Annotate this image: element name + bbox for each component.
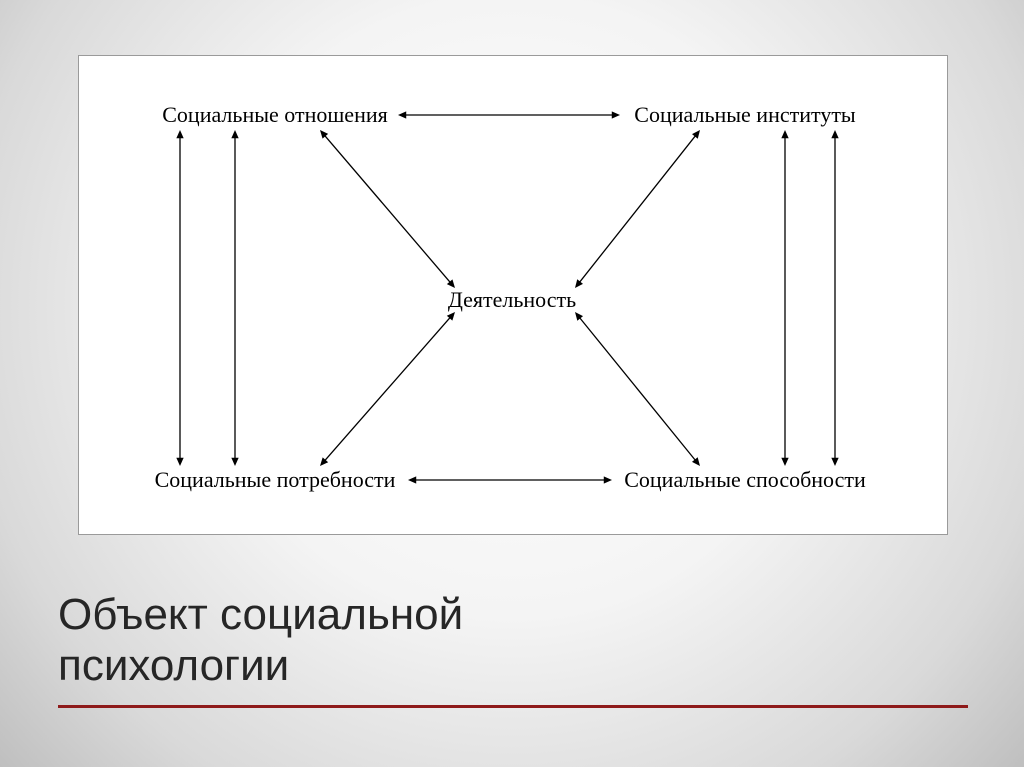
node-need: Социальные потребности <box>155 467 396 493</box>
slide-title: Объект социальной психологии <box>58 590 618 691</box>
node-rel: Социальные отношения <box>162 102 387 128</box>
node-act: Деятельность <box>448 287 576 313</box>
slide: Социальные отношения Социальные институты… <box>0 0 1024 767</box>
node-inst: Социальные институты <box>634 102 855 128</box>
node-abil: Социальные способности <box>624 467 866 493</box>
title-underline <box>58 705 968 708</box>
